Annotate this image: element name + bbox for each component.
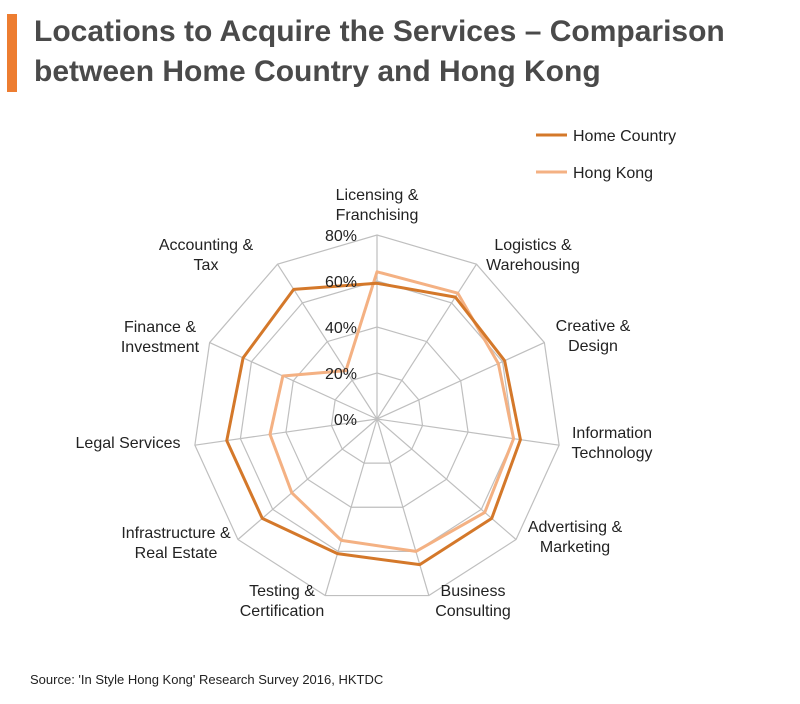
grid-spoke — [324, 418, 378, 596]
grid-ring — [330, 372, 424, 464]
page-title: Locations to Acquire the Services – Comp… — [34, 15, 725, 88]
grid-spoke — [194, 418, 378, 446]
grid-spoke — [376, 342, 545, 420]
category-label: Business Consulting — [435, 583, 511, 620]
category-label: Legal Services — [76, 435, 181, 452]
grid-ring — [194, 234, 560, 597]
category-labels: Licensing & Franchising Logistics & Warehou… — [76, 187, 653, 620]
grid-spoke — [376, 418, 560, 446]
grid-spoke — [376, 263, 477, 420]
tick-label: 80% — [325, 228, 357, 245]
legend-label: Home Country — [573, 128, 676, 145]
chart-series — [225, 270, 522, 567]
grid-spoke — [376, 418, 430, 596]
radar-chart: 0% 20% 40% 60% 80% Licensing & Franchising Log… — [76, 128, 677, 620]
source-note: Source: 'In Style Hong Kong' Research Su… — [30, 672, 384, 687]
tick-label: 40% — [325, 320, 357, 337]
tick-label: 60% — [325, 274, 357, 291]
grid-spoke — [209, 342, 378, 420]
series-line-home-country — [225, 281, 522, 567]
category-label: Testing & Certification — [240, 583, 324, 620]
title-accent-bar — [7, 14, 17, 92]
series-line-hong-kong — [268, 270, 516, 553]
chart-grid — [194, 234, 560, 597]
category-label: Logistics & Warehousing — [486, 237, 580, 274]
category-label: Accounting & Tax — [159, 237, 254, 274]
tick-label: 20% — [325, 366, 357, 383]
chart-legend: Home Country Hong Kong — [536, 128, 676, 182]
grid-spoke — [376, 418, 517, 540]
category-label: Finance & Investment — [121, 319, 200, 356]
tick-label: 0% — [334, 412, 357, 429]
grid-ring — [239, 280, 515, 553]
category-label: Advertising & Marketing — [528, 519, 623, 556]
category-label: Creative & Design — [556, 318, 631, 355]
grid-spoke — [237, 418, 378, 540]
radial-tick-labels: 0% 20% 40% 60% 80% — [325, 228, 357, 429]
legend-label: Hong Kong — [573, 165, 653, 182]
category-label: Infrastructure & Real Estate — [121, 525, 231, 562]
category-label: Information Technology — [572, 425, 653, 462]
category-label: Licensing & Franchising — [336, 187, 419, 224]
